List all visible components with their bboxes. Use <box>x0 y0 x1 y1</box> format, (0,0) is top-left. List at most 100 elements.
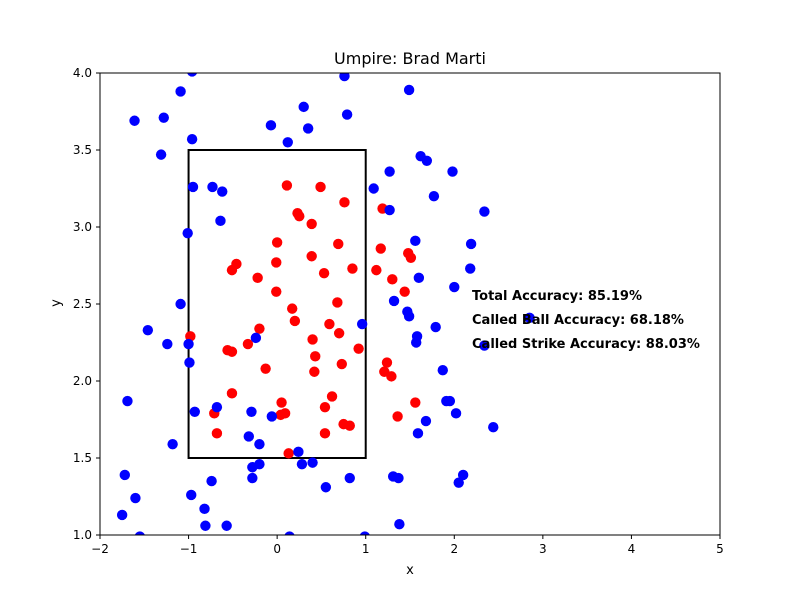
data-point-0-36 <box>336 358 347 370</box>
data-point-1-25 <box>182 227 193 239</box>
data-point-0-23 <box>332 297 343 308</box>
strike-zone-rect <box>187 149 367 459</box>
data-point-1-49 <box>122 395 133 407</box>
data-point-1-45 <box>184 357 195 368</box>
data-point-0-26 <box>324 318 335 330</box>
data-point-1-48 <box>444 395 456 407</box>
data-point-1-66 <box>119 469 130 481</box>
data-point-0-17 <box>371 264 382 276</box>
data-point-1-4 <box>298 101 309 113</box>
data-point-1-22 <box>384 204 395 216</box>
data-point-0-18 <box>318 268 330 279</box>
data-point-1-82 <box>134 531 145 535</box>
data-point-1-18 <box>207 181 218 193</box>
x-tick-label-4: 2 <box>450 542 458 556</box>
data-point-0-44 <box>276 397 287 408</box>
data-point-0-0 <box>281 180 293 191</box>
data-point-1-75 <box>186 489 197 501</box>
data-point-0-53 <box>211 428 223 439</box>
data-point-1-72 <box>206 475 217 487</box>
data-point-0-37 <box>381 357 393 368</box>
data-point-0-40 <box>386 371 397 382</box>
data-point-1-59 <box>167 438 178 450</box>
data-point-1-54 <box>266 411 278 422</box>
data-point-1-50 <box>211 401 223 413</box>
data-point-0-4 <box>294 211 305 222</box>
data-point-1-71 <box>247 472 258 484</box>
y-tick-label-4: 3.0 <box>73 220 92 234</box>
data-point-1-30 <box>449 281 460 293</box>
data-point-0-10 <box>306 251 317 262</box>
data-point-1-70 <box>393 472 404 484</box>
x-tick-label-6: 4 <box>628 542 636 556</box>
data-point-1-12 <box>155 149 167 160</box>
data-point-0-16 <box>347 263 358 274</box>
data-point-1-14 <box>421 155 433 166</box>
data-point-1-35 <box>524 312 535 324</box>
accuracy-annotation-2: Called Strike Accuracy: 88.03% <box>472 337 700 352</box>
data-point-1-73 <box>453 477 464 488</box>
data-point-0-46 <box>410 397 421 408</box>
data-point-0-2 <box>339 197 350 208</box>
data-point-1-79 <box>200 520 211 531</box>
data-point-1-64 <box>296 458 308 470</box>
data-point-0-31 <box>242 338 254 350</box>
data-point-1-39 <box>250 332 262 344</box>
data-point-0-30 <box>307 334 318 345</box>
data-point-0-45 <box>319 401 331 413</box>
data-point-1-7 <box>129 115 140 126</box>
data-point-1-58 <box>243 431 254 442</box>
data-point-0-49 <box>279 408 291 419</box>
data-point-1-56 <box>488 422 499 433</box>
data-point-1-21 <box>428 191 440 202</box>
data-point-1-65 <box>247 462 258 473</box>
data-point-0-34 <box>353 343 364 354</box>
data-point-1-46 <box>437 365 448 376</box>
data-point-1-67 <box>457 469 469 481</box>
data-point-1-28 <box>465 263 476 274</box>
data-point-1-23 <box>479 206 490 217</box>
data-point-0-7 <box>271 237 283 248</box>
data-point-1-20 <box>368 183 379 194</box>
data-point-0-13 <box>271 257 282 268</box>
y-axis-label: y <box>49 299 64 307</box>
data-point-0-24 <box>287 303 298 314</box>
data-point-0-50 <box>392 411 403 422</box>
data-point-1-16 <box>447 166 458 177</box>
data-point-1-42 <box>183 338 194 350</box>
data-point-1-15 <box>384 166 395 177</box>
data-point-1-57 <box>412 428 424 439</box>
data-point-0-27 <box>254 323 265 334</box>
data-point-1-74 <box>320 482 332 493</box>
data-point-0-8 <box>333 238 344 250</box>
data-point-0-1 <box>315 181 326 193</box>
data-point-0-54 <box>319 428 331 439</box>
data-point-1-60 <box>254 438 265 450</box>
x-tick-label-5: 3 <box>539 542 547 556</box>
data-point-0-6 <box>306 218 317 230</box>
accuracy-annotations: Total Accuracy: 85.19% Called Ball Accura… <box>472 289 700 352</box>
data-point-0-15 <box>226 264 238 276</box>
data-point-1-84 <box>359 531 370 535</box>
y-tick-label-1: 1.5 <box>73 451 92 465</box>
data-point-1-81 <box>394 519 405 530</box>
data-point-0-28 <box>333 328 345 339</box>
data-point-1-36 <box>142 324 154 336</box>
data-point-1-32 <box>175 298 186 310</box>
data-point-1-61 <box>293 446 304 458</box>
data-point-1-53 <box>450 408 462 419</box>
data-point-0-43 <box>326 391 338 402</box>
data-point-1-37 <box>356 318 368 330</box>
x-tick-label-1: −1 <box>180 542 198 556</box>
accuracy-annotation-1: Called Ball Accuracy: 68.18% <box>472 313 684 328</box>
x-axis-label: x <box>406 563 414 578</box>
data-point-1-51 <box>189 406 200 417</box>
data-point-1-44 <box>479 340 490 351</box>
data-point-1-63 <box>307 457 318 468</box>
y-tick-label-0: 1.0 <box>73 528 92 542</box>
y-tick-label-3: 2.5 <box>73 297 92 311</box>
data-point-1-41 <box>162 338 173 350</box>
data-point-0-25 <box>289 315 301 327</box>
data-point-1-0 <box>187 73 198 77</box>
